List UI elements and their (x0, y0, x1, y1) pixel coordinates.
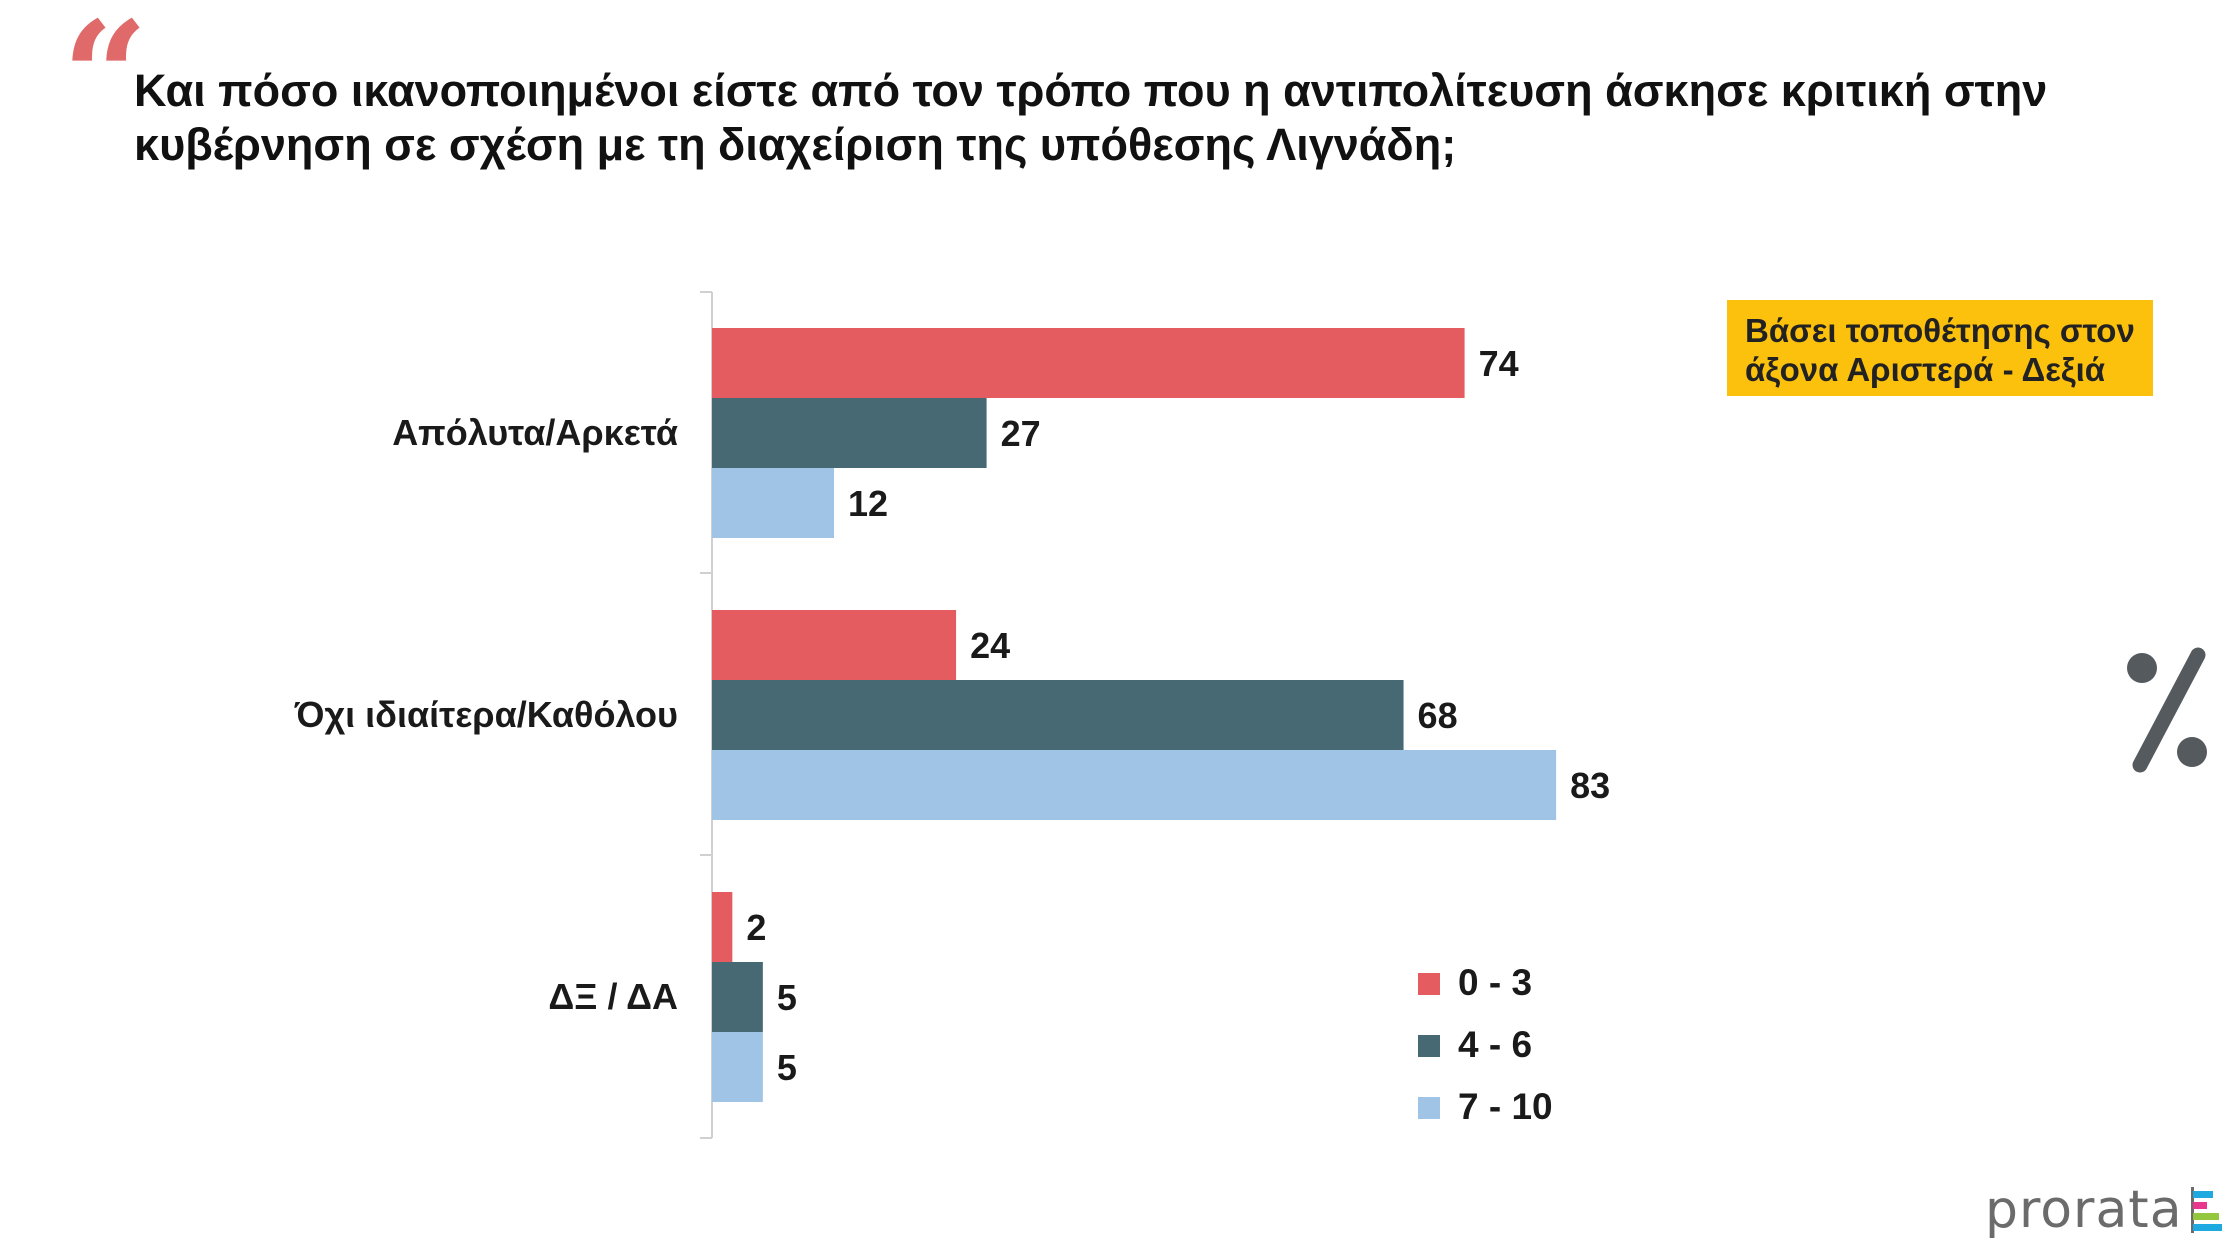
badge-line-1: Βάσει τοποθέτησης στον (1745, 312, 2135, 349)
quote-mark-icon: “ (62, 0, 149, 165)
data-label: 83 (1570, 765, 1610, 806)
bar-7-10 (712, 750, 1557, 820)
legend-label: 4 - 6 (1458, 1024, 1532, 1065)
category-label: Απόλυτα/Αρκετά (392, 412, 678, 453)
prorata-logo: prorata (1985, 1180, 2222, 1240)
logo-bars-icon (2190, 1187, 2222, 1233)
bar-7-10 (712, 468, 835, 538)
bar-0-3 (712, 610, 957, 680)
chart-title: Και πόσο ικανοποιημένοι είστε από τον τρ… (134, 65, 2048, 170)
bar-4-6 (712, 398, 987, 468)
data-label: 5 (777, 1047, 797, 1088)
logo-text: prorata (1985, 1180, 2183, 1240)
legend-label: 7 - 10 (1458, 1086, 1553, 1127)
bar-0-3 (712, 892, 733, 962)
data-label: 5 (777, 977, 797, 1018)
legend-swatch (1418, 1097, 1440, 1119)
data-label: 68 (1418, 695, 1458, 736)
category-label: ΔΞ / ΔΑ (548, 976, 678, 1017)
badge-line-2: άξονα Αριστερά - Δεξιά (1745, 351, 2106, 388)
category-label: Όχι ιδιαίτερα/Καθόλου (294, 694, 678, 735)
data-label: 74 (1479, 343, 1519, 384)
bar-4-6 (712, 962, 763, 1032)
percent-icon (2127, 647, 2207, 773)
data-label: 27 (1001, 413, 1041, 454)
bar-7-10 (712, 1032, 763, 1102)
bar-0-3 (712, 328, 1465, 398)
data-label: 2 (746, 907, 766, 948)
data-label: 12 (848, 483, 888, 524)
legend-swatch (1418, 1035, 1440, 1057)
segmentation-badge: Βάσει τοποθέτησης στον άξονα Αριστερά - … (1727, 300, 2153, 396)
data-label: 24 (970, 625, 1010, 666)
bar-4-6 (712, 680, 1404, 750)
legend-swatch (1418, 973, 1440, 995)
legend-label: 0 - 3 (1458, 962, 1532, 1003)
